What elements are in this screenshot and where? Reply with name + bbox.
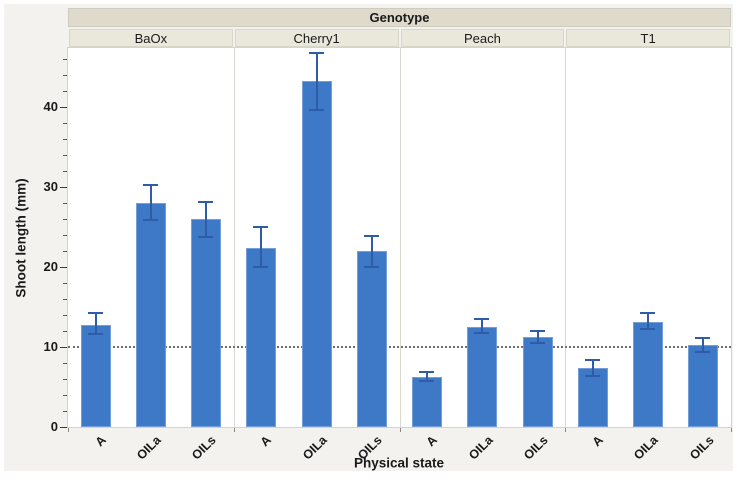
error-bar-cap-bottom — [419, 379, 435, 382]
y-minor-tick — [63, 299, 67, 301]
error-bar-cap-bottom — [87, 333, 103, 336]
x-boundary-tick — [233, 428, 235, 432]
bar-BaOx-A[interactable] — [80, 324, 111, 427]
error-bar-line — [149, 184, 152, 220]
y-minor-tick — [63, 283, 67, 285]
y-minor-tick — [63, 139, 67, 141]
error-bar-cap-bottom — [695, 350, 711, 353]
error-bar-cap-bottom — [308, 108, 324, 111]
error-bar-cap-top — [584, 358, 600, 361]
y-tick-label: 20 — [43, 259, 58, 275]
error-bar-cap-bottom — [584, 374, 600, 377]
error-bar-cap-top — [253, 226, 269, 229]
error-bar-cap-bottom — [142, 218, 158, 221]
error-bar-line — [370, 235, 373, 268]
y-major-tick — [60, 427, 67, 428]
error-bar-line — [481, 319, 484, 334]
x-boundary-tick — [565, 428, 567, 432]
x-tick-label: OILs — [606, 431, 717, 463]
bar-Peach-OILa[interactable] — [467, 327, 498, 427]
error-bar-cap-top — [640, 311, 656, 314]
group-label-Peach: Peach — [400, 29, 565, 47]
y-tick-label: 10 — [43, 339, 58, 355]
group-separator — [233, 48, 235, 427]
reference-line — [68, 346, 731, 349]
y-minor-tick — [63, 59, 67, 61]
group-separator — [565, 48, 567, 427]
genotype-header-band: Genotype — [68, 8, 731, 27]
y-axis-title: Shoot length (mm) — [13, 178, 29, 298]
bar-BaOx-OILs[interactable] — [191, 219, 222, 427]
y-minor-tick — [63, 171, 67, 173]
y-minor-tick — [63, 363, 67, 365]
y-minor-tick — [63, 235, 67, 237]
y-tick-label: 0 — [50, 419, 58, 434]
bar-Peach-OILs[interactable] — [522, 336, 553, 427]
error-bar-line — [315, 52, 318, 110]
error-bar-cap-top — [142, 183, 158, 186]
error-bar-cap-bottom — [198, 235, 214, 238]
error-bar-line — [536, 331, 539, 344]
bar-Cherry1-OILs[interactable] — [356, 251, 387, 427]
error-bar-cap-bottom — [474, 332, 490, 335]
group-label-Cherry1: Cherry1 — [234, 29, 399, 47]
x-boundary-tick — [68, 428, 69, 432]
error-bar-cap-bottom — [253, 266, 269, 269]
y-major-tick — [60, 347, 67, 349]
y-minor-tick — [63, 203, 67, 205]
error-bar-line — [426, 371, 429, 381]
bar-T1-A[interactable] — [577, 367, 608, 427]
group-label-T1: T1 — [566, 29, 730, 47]
error-bar-cap-bottom — [363, 266, 379, 269]
error-bar-cap-top — [198, 200, 214, 203]
y-major-tick — [60, 267, 67, 269]
bar-Cherry1-A[interactable] — [246, 247, 277, 427]
error-bar-cap-top — [419, 370, 435, 373]
x-boundary-tick — [399, 428, 401, 432]
bar-BaOx-OILa[interactable] — [135, 203, 166, 427]
error-bar-cap-bottom — [529, 342, 545, 345]
error-bar-cap-top — [87, 312, 103, 315]
bar-T1-OILa[interactable] — [633, 322, 664, 427]
error-bar-cap-top — [308, 51, 324, 54]
y-minor-tick — [63, 395, 67, 397]
error-bar-line — [260, 227, 263, 268]
bar-T1-OILs[interactable] — [688, 345, 719, 427]
error-bar-cap-top — [363, 234, 379, 237]
y-minor-tick — [63, 411, 67, 412]
bar-Cherry1-OILa[interactable] — [301, 80, 332, 427]
error-bar-line — [205, 201, 208, 237]
group-label-BaOx: BaOx — [69, 29, 233, 47]
error-bar-line — [591, 359, 594, 376]
y-major-tick — [60, 107, 67, 109]
y-minor-tick — [63, 91, 67, 93]
y-minor-tick — [63, 155, 67, 157]
y-major-tick — [60, 187, 67, 189]
y-minor-tick — [63, 75, 67, 77]
bar-Peach-A[interactable] — [412, 376, 443, 427]
y-minor-tick — [63, 123, 67, 125]
x-axis-title: Physical state — [353, 455, 445, 471]
error-bar-cap-top — [474, 318, 490, 321]
error-bar-line — [647, 312, 650, 330]
x-boundary-tick — [731, 428, 732, 432]
y-tick-label: 30 — [43, 179, 58, 195]
error-bar-cap-top — [529, 330, 545, 333]
y-tick-label: 40 — [43, 99, 58, 115]
error-bar-line — [702, 338, 705, 352]
error-bar-cap-top — [695, 337, 711, 340]
error-bar-cap-bottom — [640, 328, 656, 331]
genotype-header-label: Genotype — [369, 10, 430, 25]
y-minor-tick — [63, 331, 67, 333]
y-minor-tick — [63, 315, 67, 317]
y-minor-tick — [63, 379, 67, 381]
group-separator — [399, 48, 401, 427]
error-bar-line — [94, 313, 97, 335]
y-minor-tick — [63, 251, 67, 253]
y-minor-tick — [63, 219, 67, 221]
